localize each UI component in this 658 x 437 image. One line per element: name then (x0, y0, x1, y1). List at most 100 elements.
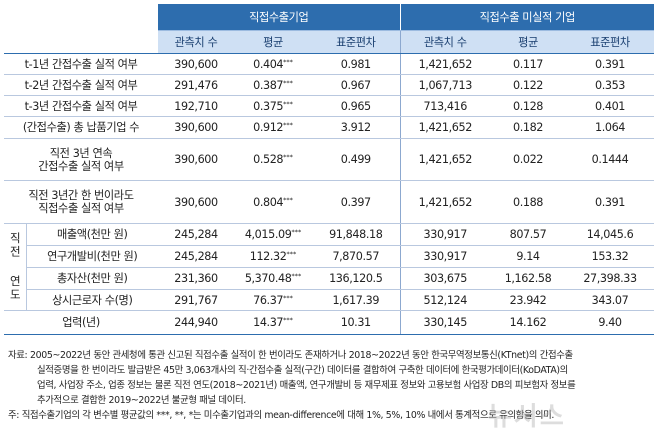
table-row: t-2년 간접수출 실적 여부 291,476 0.387*** 0.967 1… (4, 74, 654, 96)
cell-obs-b: 1,421,652 (400, 53, 490, 75)
cell-mean-a: 0.528*** (234, 138, 312, 181)
cell-sd-a: 7,870.57 (312, 245, 401, 268)
cell-mean-a: 0.375*** (234, 95, 312, 117)
cell-mean-b: 1,162.58 (490, 267, 566, 290)
cell-sd-a: 136,120.5 (312, 267, 401, 290)
cell-obs-a: 245,284 (158, 223, 234, 246)
cell-mean-b: 0.188 (490, 180, 566, 224)
statistics-table: 직접수출기업 직접수출 미실적 기업 관측치 수 평균 표준편차 관측치 수 평… (4, 4, 654, 335)
cell-mean-a: 14.37*** (234, 310, 312, 335)
cell-obs-b: 1,421,652 (400, 138, 490, 181)
header-direct-exporters: 직접수출기업 (158, 4, 401, 31)
cell-mean-a: 0.404*** (234, 53, 312, 75)
row-label: 연구개발비(천만 원) (26, 245, 158, 268)
cell-obs-a: 390,600 (158, 53, 234, 75)
table-row: 직전 연도 매출액(천만 원) 245,284 4,015.09*** 91,8… (4, 223, 654, 311)
cell-sd-a: 1,617.39 (312, 289, 401, 311)
cell-obs-a: 390,600 (158, 116, 234, 139)
cell-mean-a: 0.804*** (234, 180, 312, 224)
cell-obs-a: 244,940 (158, 310, 234, 335)
significance-mark: *** (286, 250, 297, 258)
source-note-line: 추가적으로 결합한 2019~2022년 불균형 패널 데이터. (37, 395, 246, 406)
cell-sd-b: 27,398.33 (566, 267, 654, 290)
cell-sd-a: 0.965 (312, 95, 401, 117)
significance-mark: *** (291, 228, 302, 236)
significance-mark: *** (283, 153, 293, 161)
col-sd-b: 표준편차 (566, 30, 654, 54)
significance-mark: *** (283, 78, 293, 87)
cell-obs-a: 291,767 (158, 289, 234, 311)
cell-obs-b: 1,421,652 (400, 180, 490, 224)
cell-sd-b: 0.353 (566, 74, 654, 96)
source-note-line: 업력, 사업장 주소, 업종 정보는 물론 직전 연도(2018~2021년) … (37, 380, 576, 391)
cell-mean-b: 23.942 (490, 289, 566, 311)
table-header-columns: 관측치 수 평균 표준편차 관측치 수 평균 표준편차 (4, 30, 654, 54)
cell-sd-b: 14,045.6 (566, 223, 654, 246)
cell-obs-b: 512,124 (400, 289, 490, 311)
side-label-prior-year: 직전 연도 (4, 223, 27, 311)
cell-sd-b: 343.07 (566, 289, 654, 311)
col-obs-b: 관측치 수 (400, 30, 490, 54)
table-row: t-3년 간접수출 실적 여부 192,710 0.375*** 0.965 7… (4, 95, 654, 117)
table-row: t-1년 간접수출 실적 여부 390,600 0.404*** 0.981 1… (4, 53, 654, 75)
row-label: 직전 3년 연속 간접수출 실적 여부 (4, 138, 158, 181)
table-row: 직전 3년 연속 간접수출 실적 여부 390,600 0.528*** 0.49… (4, 138, 654, 181)
cell-mean-a: 112.32*** (234, 245, 312, 268)
row-label: 직전 3년간 한 번이라도 직접수출 실적 여부 (4, 180, 158, 224)
significance-note: 주: 직접수출기업의 각 변수별 평균값의 ***, **, *는 미수출기업과… (8, 410, 555, 421)
cell-sd-b: 0.391 (566, 53, 654, 75)
cell-mean-b: 0.122 (490, 74, 566, 96)
cell-obs-b: 330,145 (400, 310, 490, 335)
cell-obs-b: 330,917 (400, 223, 490, 246)
row-label: t-1년 간접수출 실적 여부 (4, 53, 158, 75)
cell-mean-b: 9.14 (490, 245, 566, 268)
cell-sd-b: 0.401 (566, 95, 654, 117)
col-mean-a: 평균 (234, 30, 312, 54)
cell-mean-b: 0.182 (490, 116, 566, 139)
cell-obs-a: 231,360 (158, 267, 234, 290)
cell-mean-b: 14.162 (490, 310, 566, 335)
table-notes: 자료: 2005~2022년 동안 관세청에 통관 신고된 직접수출 실적이 한… (8, 348, 654, 423)
cell-mean-a: 0.387*** (234, 74, 312, 96)
table-row: 업력(년) 244,940 14.37*** 10.31 330,145 14.… (4, 310, 654, 335)
cell-obs-a: 390,600 (158, 180, 234, 224)
cell-mean-b: 0.022 (490, 138, 566, 181)
cell-sd-a: 0.967 (312, 74, 401, 96)
cell-sd-a: 91,848.18 (312, 223, 401, 246)
table-header-groups: 직접수출기업 직접수출 미실적 기업 (4, 4, 654, 54)
row-label: 매출액(천만 원) (26, 223, 158, 246)
significance-mark: *** (283, 293, 293, 302)
cell-sd-b: 153.32 (566, 245, 654, 268)
source-note-line: 자료: 2005~2022년 동안 관세청에 통관 신고된 직접수출 실적이 한… (8, 350, 573, 361)
header-blank-cell (4, 4, 158, 54)
col-mean-b: 평균 (490, 30, 566, 54)
cell-sd-a: 0.981 (312, 53, 401, 75)
significance-mark: *** (291, 272, 302, 280)
table-row: (간접수출) 총 납품기업 수 390,600 0.912*** 3.912 1… (4, 116, 654, 139)
table-row: 상시근로자 수(명) 291,767 76.37*** 1,617.39 512… (4, 289, 654, 311)
header-non-exporters: 직접수출 미실적 기업 (400, 4, 654, 31)
row-label: t-3년 간접수출 실적 여부 (4, 95, 158, 117)
cell-mean-b: 807.57 (490, 223, 566, 246)
cell-obs-a: 291,476 (158, 74, 234, 96)
cell-sd-b: 9.40 (566, 310, 654, 335)
cell-obs-a: 192,710 (158, 95, 234, 117)
cell-mean-a: 76.37*** (234, 289, 312, 311)
cell-sd-a: 0.397 (312, 180, 401, 224)
significance-mark: *** (283, 121, 293, 129)
significance-mark: *** (283, 195, 293, 204)
cell-mean-a: 0.912*** (234, 116, 312, 139)
cell-obs-a: 390,600 (158, 138, 234, 181)
cell-obs-a: 245,284 (158, 245, 234, 268)
table-row: 직전 3년간 한 번이라도 직접수출 실적 여부 390,600 0.804***… (4, 180, 654, 224)
cell-sd-a: 10.31 (312, 310, 401, 335)
cell-mean-b: 0.117 (490, 53, 566, 75)
row-label: (간접수출) 총 납품기업 수 (4, 116, 158, 139)
cell-sd-b: 0.1444 (566, 138, 654, 181)
table-row: 연구개발비(천만 원) 245,284 112.32*** 7,870.57 3… (4, 245, 654, 268)
cell-obs-b: 1,067,713 (400, 74, 490, 96)
cell-mean-b: 0.128 (490, 95, 566, 117)
cell-obs-b: 330,917 (400, 245, 490, 268)
cell-sd-a: 0.499 (312, 138, 401, 181)
